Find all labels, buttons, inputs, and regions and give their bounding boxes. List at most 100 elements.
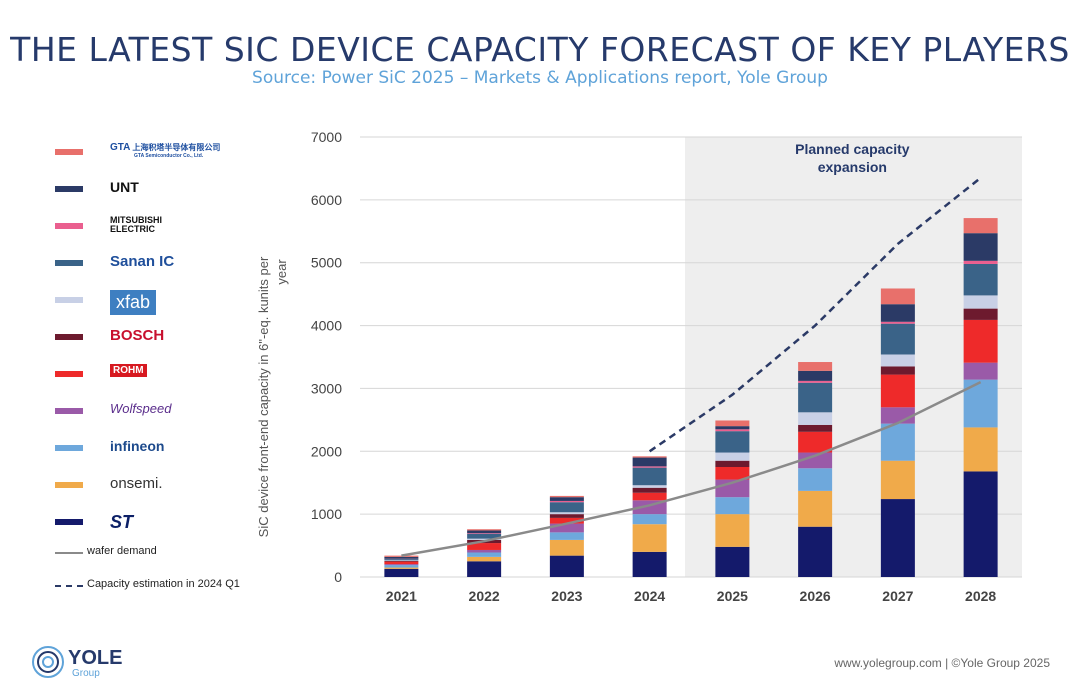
bar-segment — [467, 543, 502, 550]
legend-swatch — [55, 297, 83, 303]
x-tick-label: 2026 — [800, 588, 831, 604]
bar-segment — [549, 523, 584, 533]
x-tick-label: 2023 — [551, 588, 582, 604]
legend-logo: UNT — [110, 179, 139, 195]
shaded-region-label: expansion — [818, 159, 887, 175]
legend-logo-text: Sanan IC — [110, 253, 175, 270]
bar-segment — [880, 407, 915, 424]
bar-segment — [880, 366, 915, 375]
legend-logo: ROHM — [110, 364, 147, 377]
bar-segment — [467, 539, 502, 544]
legend-logo-text: xfab — [116, 292, 151, 312]
bar-segment — [963, 218, 998, 234]
x-tick-label: 2027 — [882, 588, 913, 604]
legend-logo-text: ST — [110, 512, 134, 532]
bar-segment — [798, 370, 833, 381]
bar-segment — [467, 561, 502, 577]
legend-logo-text: 上海积塔半导体有限公司 — [132, 143, 221, 152]
legend-item: ROHM — [55, 362, 255, 392]
bar-segment — [963, 260, 998, 264]
bar-segment — [632, 500, 667, 515]
bar-segment — [963, 319, 998, 363]
y-tick-label: 2000 — [311, 443, 342, 459]
bar-segment — [798, 490, 833, 527]
x-tick-label: 2021 — [386, 588, 417, 604]
bar-segment — [632, 492, 667, 501]
bar-segment — [549, 514, 584, 518]
bar-segment — [798, 382, 833, 413]
bar-segment — [963, 362, 998, 380]
bar-segment — [549, 512, 584, 515]
bar-segment — [467, 530, 502, 533]
page-title: THE LATEST SIC DEVICE CAPACITY FORECAST … — [10, 30, 1070, 69]
bar-segment — [384, 567, 419, 569]
legend-line-sample — [55, 552, 83, 554]
bar-segment — [963, 427, 998, 472]
bar-segment — [798, 380, 833, 383]
bar-segment — [467, 533, 502, 534]
legend-swatch — [55, 334, 83, 340]
bar-segment — [963, 263, 998, 296]
legend-item: ST — [55, 510, 255, 540]
bar-segment — [384, 560, 419, 561]
y-tick-label: 7000 — [311, 129, 342, 145]
legend-logo: onsemi. — [110, 475, 163, 492]
legend-logo-text: Wolfspeed — [110, 401, 172, 416]
bar-segment — [715, 497, 750, 515]
bar-segment — [715, 460, 750, 467]
legend-item: UNT — [55, 177, 255, 207]
y-tick-label: 5000 — [311, 255, 342, 271]
legend-item: Wolfspeed — [55, 399, 255, 429]
footer-url[interactable]: www.yolegroup.com | ©Yole Group 2025 — [834, 656, 1050, 670]
bar-segment — [715, 514, 750, 547]
legend-line-label: wafer demand — [87, 545, 157, 557]
bar-segment — [549, 502, 584, 513]
legend-logo-text: BOSCH — [110, 327, 165, 344]
bar-segment — [963, 233, 998, 261]
bar-segment — [963, 295, 998, 309]
bar-segment — [880, 374, 915, 408]
bar-segment — [715, 420, 750, 427]
y-tick-label: 1000 — [311, 506, 342, 522]
bar-segment — [798, 362, 833, 371]
x-tick-label: 2025 — [717, 588, 748, 604]
bar-segment — [384, 561, 419, 565]
bar-segment — [632, 466, 667, 468]
bar-segment — [880, 423, 915, 461]
bar-segment — [632, 487, 667, 493]
legend-swatch — [55, 186, 83, 192]
legend-logo-text: MITSUBISHI — [110, 215, 163, 225]
legend-swatch — [55, 519, 83, 525]
bar-segment — [549, 517, 584, 524]
legend-logo: GTA 上海积塔半导体有限公司 GTA Semiconductor Co., Ltd… — [110, 142, 220, 159]
legend-logo: Sanan IC — [110, 253, 174, 270]
legend-line-item: Capacity estimation in 2024 Q1 — [55, 578, 255, 612]
bar-segment — [880, 354, 915, 367]
legend-item: MITSUBISHI ELECTRIC — [55, 214, 255, 244]
bar-segment — [798, 452, 833, 469]
bar-segment — [715, 546, 750, 577]
legend-line-label: Capacity estimation in 2024 Q1 — [87, 578, 240, 590]
bar-segment — [467, 556, 502, 562]
bar-segment — [384, 560, 419, 562]
legend-logo-text: infineon — [110, 438, 165, 454]
bar-segment — [963, 471, 998, 577]
bar-segment — [549, 532, 584, 540]
legend-item: infineon — [55, 436, 255, 466]
bar-segment — [549, 495, 584, 498]
legend-logo-text: ROHM — [113, 365, 144, 376]
yole-logo-text: YOLE — [68, 647, 123, 669]
legend-swatch — [55, 482, 83, 488]
x-tick-label: 2024 — [634, 588, 665, 604]
legend-logo-mark: GTA — [110, 142, 131, 153]
legend-logo-text: UNT — [110, 179, 139, 195]
bar-segment — [467, 533, 502, 539]
legend-logo-text: onsemi. — [110, 475, 163, 492]
bar-segment — [632, 524, 667, 552]
bar-segment — [880, 460, 915, 500]
legend-swatch — [55, 408, 83, 414]
shaded-region — [685, 137, 1022, 577]
y-tick-label: 6000 — [311, 192, 342, 208]
bar-segment — [798, 424, 833, 432]
y-tick-label: 3000 — [311, 380, 342, 396]
